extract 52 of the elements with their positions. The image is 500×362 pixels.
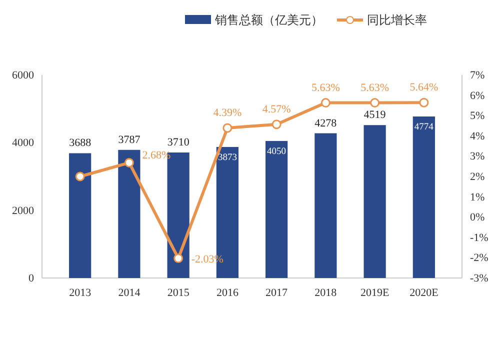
y2-tick-label: 2%: [470, 171, 485, 184]
data-label: 3688: [69, 137, 92, 150]
legend-label: 销售总额（亿美元）: [214, 13, 323, 27]
x-tick-label: 2018: [314, 286, 338, 299]
y-tick-label: 0: [28, 272, 34, 285]
y2-tick-label: 1%: [470, 191, 485, 204]
y2-tick-label: 0%: [470, 212, 485, 224]
bar: [412, 116, 435, 278]
point: [124, 158, 134, 168]
x-tick-label: 2013: [69, 286, 92, 299]
bar: [314, 133, 337, 278]
x-tick-label: 2019E: [360, 286, 390, 299]
y2-tick-label: -3%: [470, 272, 488, 285]
legend-label: 同比增长率: [367, 13, 427, 27]
y-tick-label: 2000: [12, 204, 34, 217]
data-label: 4.39%: [213, 106, 242, 119]
y2-tick-label: -1%: [470, 232, 488, 244]
point: [320, 98, 330, 108]
y-tick-label: 6000: [12, 70, 34, 82]
y2-tick-label: 7%: [470, 70, 485, 82]
data-label: 4774: [414, 122, 434, 132]
data-label: 4278: [314, 117, 338, 130]
data-label: 3787: [118, 134, 141, 146]
data-label: 4519: [364, 109, 386, 122]
data-label: 5.63%: [311, 82, 340, 94]
point: [370, 98, 380, 108]
data-label: 3873: [218, 152, 238, 163]
data-label: 3710: [167, 136, 190, 148]
data-label: 5.64%: [410, 82, 438, 94]
point: [272, 120, 282, 130]
data-label: 4.57%: [262, 103, 291, 116]
y2-tick-label: 5%: [470, 110, 485, 122]
data-label: 5.63%: [360, 82, 390, 94]
bar: [69, 153, 92, 278]
point: [75, 172, 85, 182]
point: [419, 98, 429, 108]
y2-tick-label: 3%: [470, 150, 485, 163]
x-tick-label: 2014: [118, 286, 141, 299]
data-label: 4050: [267, 146, 286, 157]
point: [222, 123, 232, 133]
bar: [118, 150, 140, 278]
point: [174, 254, 184, 264]
y2-tick-label: -2%: [470, 252, 488, 264]
y2-tick-label: 6%: [470, 90, 485, 102]
y2-tick-label: 4%: [470, 130, 485, 142]
x-tick-label: 2020E: [410, 286, 439, 299]
bar: [266, 140, 288, 278]
y-tick-label: 4000: [12, 137, 34, 150]
x-tick-label: 2015: [167, 286, 190, 299]
bar: [364, 125, 386, 278]
x-tick-label: 2017: [266, 286, 288, 299]
x-tick-label: 2016: [216, 286, 239, 299]
